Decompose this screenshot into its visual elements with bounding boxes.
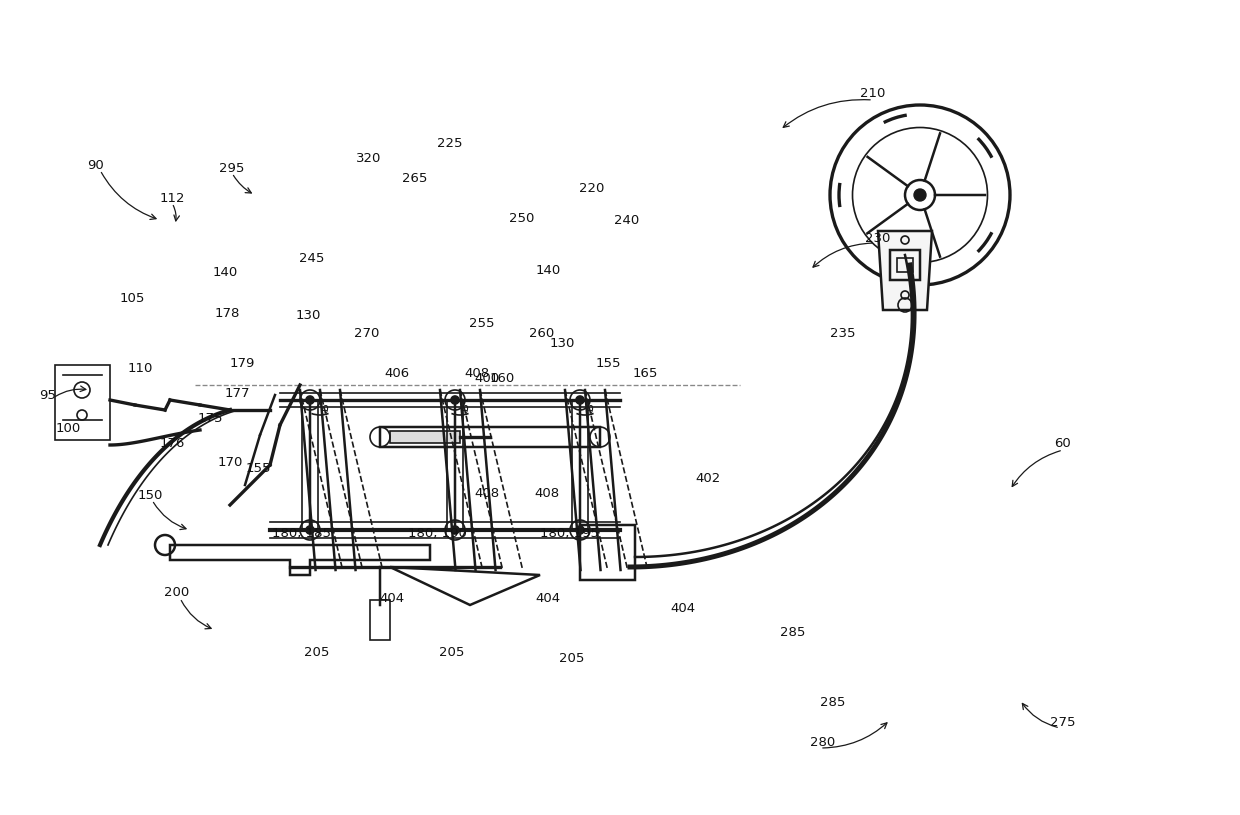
Text: 179: 179 — [229, 356, 254, 369]
Circle shape — [914, 189, 926, 201]
Text: 155: 155 — [246, 461, 270, 474]
Text: 155: 155 — [595, 356, 621, 369]
Circle shape — [577, 526, 584, 534]
Text: 408: 408 — [475, 487, 500, 500]
Text: 255: 255 — [469, 316, 495, 329]
Polygon shape — [878, 231, 932, 310]
Circle shape — [577, 396, 584, 404]
Text: 280: 280 — [811, 737, 836, 750]
Circle shape — [451, 396, 459, 404]
Text: 404: 404 — [671, 601, 696, 615]
Text: 178: 178 — [215, 306, 239, 319]
Text: 220: 220 — [579, 182, 605, 195]
Circle shape — [306, 526, 314, 534]
Text: 320: 320 — [356, 152, 382, 165]
Text: 60: 60 — [1055, 437, 1071, 450]
Text: 160: 160 — [490, 372, 515, 385]
Text: 404: 404 — [536, 592, 560, 605]
Text: 95: 95 — [40, 389, 57, 402]
Text: 210: 210 — [861, 86, 885, 99]
Text: 180, 190: 180, 190 — [408, 526, 466, 540]
Text: 404: 404 — [379, 592, 404, 605]
Text: 400: 400 — [475, 372, 500, 385]
Text: 235: 235 — [831, 327, 856, 340]
Text: 225: 225 — [438, 136, 463, 149]
Text: 170: 170 — [217, 456, 243, 469]
Text: 180, 185: 180, 185 — [273, 526, 331, 540]
Text: 250: 250 — [510, 212, 534, 224]
Text: 100: 100 — [56, 421, 81, 434]
Text: 295: 295 — [219, 161, 244, 174]
Text: 230: 230 — [866, 231, 890, 244]
Text: 240: 240 — [614, 214, 640, 227]
Text: 205: 205 — [559, 651, 585, 664]
Text: 140: 140 — [212, 266, 238, 279]
Polygon shape — [391, 431, 460, 443]
Text: $\theta$: $\theta$ — [320, 404, 330, 418]
Text: 175: 175 — [197, 412, 223, 425]
Text: 285: 285 — [780, 627, 806, 640]
Circle shape — [451, 526, 459, 534]
Text: 285: 285 — [821, 697, 846, 710]
Text: 150: 150 — [138, 488, 162, 501]
Text: 270: 270 — [355, 327, 379, 340]
Text: $\theta$: $\theta$ — [585, 404, 595, 418]
Text: 408: 408 — [465, 367, 490, 380]
Text: 260: 260 — [529, 327, 554, 340]
Text: 406: 406 — [384, 367, 409, 380]
Text: 402: 402 — [696, 472, 720, 484]
Circle shape — [306, 396, 314, 404]
Text: 130: 130 — [295, 309, 321, 321]
Text: 205: 205 — [439, 646, 465, 659]
Text: 408: 408 — [534, 487, 559, 500]
Text: 165: 165 — [632, 367, 657, 380]
Text: 176: 176 — [159, 437, 185, 450]
Text: 177: 177 — [224, 386, 249, 399]
Text: 130: 130 — [549, 337, 574, 350]
Text: $\theta$: $\theta$ — [460, 404, 470, 418]
Text: 140: 140 — [536, 263, 560, 276]
Text: 90: 90 — [87, 158, 103, 171]
Text: 275: 275 — [1050, 716, 1076, 729]
Text: 200: 200 — [165, 587, 190, 600]
Text: 112: 112 — [159, 192, 185, 205]
Text: 245: 245 — [299, 252, 325, 265]
Text: 205: 205 — [304, 646, 330, 659]
Text: 265: 265 — [402, 171, 428, 184]
Text: 110: 110 — [128, 362, 153, 375]
Text: 180, 195: 180, 195 — [541, 526, 599, 540]
Text: 105: 105 — [119, 292, 145, 305]
